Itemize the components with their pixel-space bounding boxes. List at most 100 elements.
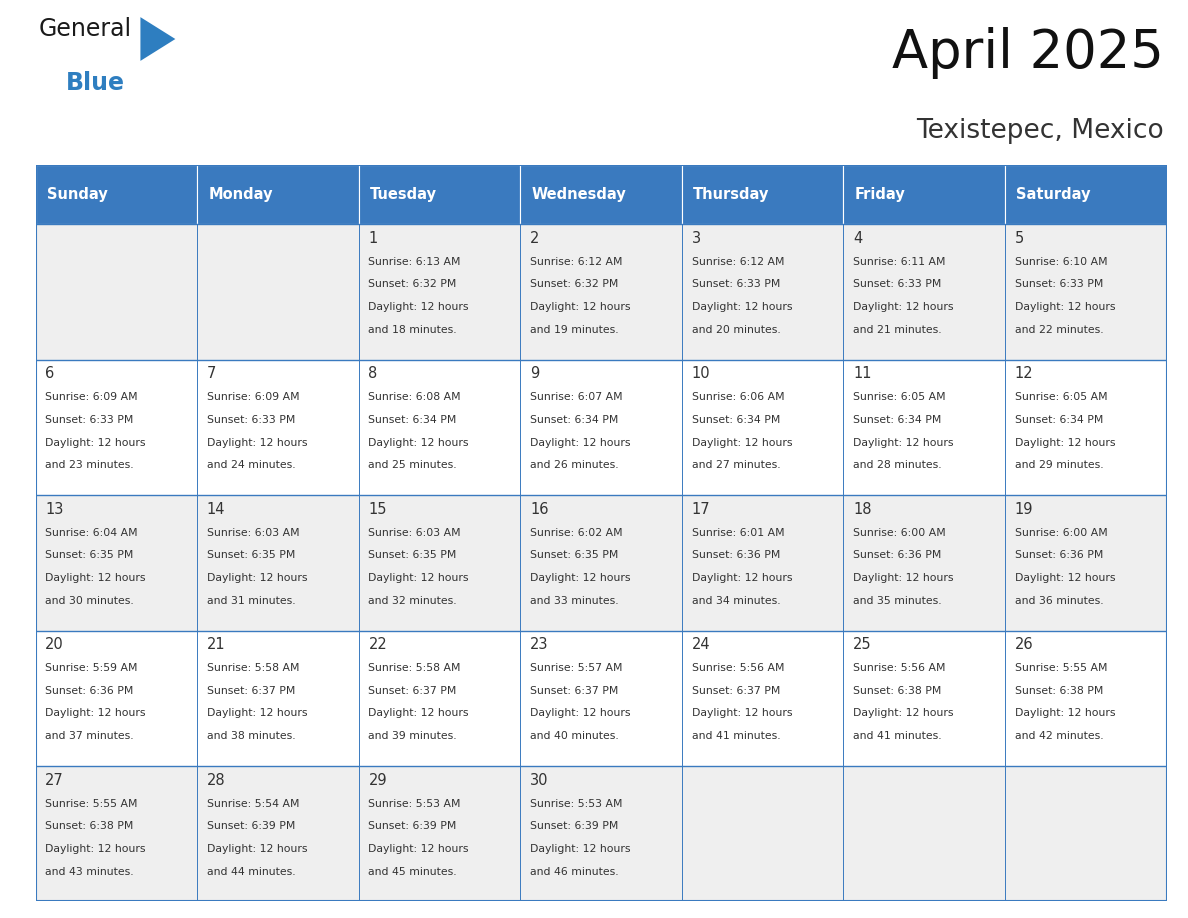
Text: 12: 12 [1015, 366, 1034, 381]
Text: Friday: Friday [855, 187, 905, 202]
Bar [682, 224, 843, 360]
Bar [843, 360, 1005, 495]
Bar [520, 766, 682, 901]
Text: General: General [39, 17, 132, 40]
Text: Sunset: 6:33 PM: Sunset: 6:33 PM [691, 279, 781, 289]
Text: Wednesday: Wednesday [532, 187, 626, 202]
Text: Sunset: 6:36 PM: Sunset: 6:36 PM [45, 686, 134, 696]
Text: Daylight: 12 hours: Daylight: 12 hours [691, 302, 792, 312]
Bar [36, 165, 197, 224]
Text: and 31 minutes.: and 31 minutes. [207, 596, 296, 606]
Text: and 21 minutes.: and 21 minutes. [853, 325, 942, 335]
Text: Sunset: 6:33 PM: Sunset: 6:33 PM [1015, 279, 1104, 289]
Text: Thursday: Thursday [694, 187, 770, 202]
Text: Sunrise: 6:10 AM: Sunrise: 6:10 AM [1015, 257, 1107, 266]
Text: 1: 1 [368, 231, 378, 246]
Text: Saturday: Saturday [1017, 187, 1091, 202]
Text: Sunset: 6:39 PM: Sunset: 6:39 PM [368, 822, 457, 831]
Bar [1005, 631, 1167, 766]
Text: Daylight: 12 hours: Daylight: 12 hours [1015, 438, 1116, 447]
Text: Sunrise: 6:05 AM: Sunrise: 6:05 AM [1015, 392, 1107, 402]
Text: Sunrise: 6:04 AM: Sunrise: 6:04 AM [45, 528, 138, 538]
Text: Sunrise: 6:13 AM: Sunrise: 6:13 AM [368, 257, 461, 266]
Text: Sunset: 6:35 PM: Sunset: 6:35 PM [530, 550, 619, 560]
Bar [843, 495, 1005, 631]
Text: and 44 minutes.: and 44 minutes. [207, 867, 296, 877]
Bar [520, 495, 682, 631]
Bar [359, 165, 520, 224]
Bar [682, 631, 843, 766]
Bar [197, 360, 359, 495]
Text: Daylight: 12 hours: Daylight: 12 hours [207, 573, 308, 583]
Text: and 33 minutes.: and 33 minutes. [530, 596, 619, 606]
Polygon shape [140, 17, 176, 61]
Text: Sunset: 6:35 PM: Sunset: 6:35 PM [368, 550, 457, 560]
Text: and 43 minutes.: and 43 minutes. [45, 867, 134, 877]
Text: 4: 4 [853, 231, 862, 246]
Text: Daylight: 12 hours: Daylight: 12 hours [45, 844, 146, 854]
Text: Sunrise: 6:05 AM: Sunrise: 6:05 AM [853, 392, 946, 402]
Bar [36, 766, 197, 901]
Text: Daylight: 12 hours: Daylight: 12 hours [853, 438, 954, 447]
Text: 30: 30 [530, 773, 549, 788]
Text: Sunrise: 5:53 AM: Sunrise: 5:53 AM [530, 799, 623, 809]
Text: Sunrise: 5:54 AM: Sunrise: 5:54 AM [207, 799, 299, 809]
Text: Daylight: 12 hours: Daylight: 12 hours [45, 573, 146, 583]
Text: and 29 minutes.: and 29 minutes. [1015, 460, 1104, 470]
Text: Sunrise: 6:09 AM: Sunrise: 6:09 AM [45, 392, 138, 402]
Text: April 2025: April 2025 [892, 27, 1164, 79]
Text: and 22 minutes.: and 22 minutes. [1015, 325, 1104, 335]
Text: Sunset: 6:39 PM: Sunset: 6:39 PM [530, 822, 619, 831]
Text: 6: 6 [45, 366, 55, 381]
Text: 18: 18 [853, 502, 872, 517]
Text: Sunrise: 5:56 AM: Sunrise: 5:56 AM [853, 663, 946, 673]
Text: Daylight: 12 hours: Daylight: 12 hours [530, 573, 631, 583]
Text: 29: 29 [368, 773, 387, 788]
Text: 25: 25 [853, 637, 872, 653]
Bar [36, 495, 197, 631]
Text: Sunrise: 6:03 AM: Sunrise: 6:03 AM [207, 528, 299, 538]
Bar [1005, 766, 1167, 901]
Text: and 36 minutes.: and 36 minutes. [1015, 596, 1104, 606]
Bar [682, 495, 843, 631]
Text: Monday: Monday [209, 187, 273, 202]
Text: 21: 21 [207, 637, 226, 653]
Text: 19: 19 [1015, 502, 1034, 517]
Text: and 42 minutes.: and 42 minutes. [1015, 731, 1104, 741]
Text: Daylight: 12 hours: Daylight: 12 hours [45, 709, 146, 719]
Text: and 38 minutes.: and 38 minutes. [207, 731, 296, 741]
Text: Sunset: 6:39 PM: Sunset: 6:39 PM [207, 822, 296, 831]
Text: Sunset: 6:33 PM: Sunset: 6:33 PM [853, 279, 942, 289]
Bar [520, 165, 682, 224]
Text: Sunrise: 6:09 AM: Sunrise: 6:09 AM [207, 392, 299, 402]
Bar [520, 631, 682, 766]
Text: Sunrise: 5:59 AM: Sunrise: 5:59 AM [45, 663, 138, 673]
Bar [1005, 165, 1167, 224]
Text: Sunset: 6:34 PM: Sunset: 6:34 PM [1015, 415, 1104, 425]
Text: Sunrise: 6:00 AM: Sunrise: 6:00 AM [853, 528, 946, 538]
Text: Sunrise: 5:57 AM: Sunrise: 5:57 AM [530, 663, 623, 673]
Text: 14: 14 [207, 502, 226, 517]
Text: and 24 minutes.: and 24 minutes. [207, 460, 296, 470]
Text: Sunset: 6:38 PM: Sunset: 6:38 PM [45, 822, 134, 831]
Text: Sunrise: 6:01 AM: Sunrise: 6:01 AM [691, 528, 784, 538]
Text: 9: 9 [530, 366, 539, 381]
Bar [843, 224, 1005, 360]
Bar [36, 224, 197, 360]
Text: Daylight: 12 hours: Daylight: 12 hours [691, 438, 792, 447]
Text: Daylight: 12 hours: Daylight: 12 hours [530, 302, 631, 312]
Bar [843, 165, 1005, 224]
Text: Daylight: 12 hours: Daylight: 12 hours [1015, 302, 1116, 312]
Text: Sunset: 6:33 PM: Sunset: 6:33 PM [45, 415, 134, 425]
Text: Daylight: 12 hours: Daylight: 12 hours [368, 573, 469, 583]
Text: Texistepec, Mexico: Texistepec, Mexico [917, 118, 1164, 144]
Text: Sunset: 6:33 PM: Sunset: 6:33 PM [207, 415, 296, 425]
Text: 5: 5 [1015, 231, 1024, 246]
Text: and 34 minutes.: and 34 minutes. [691, 596, 781, 606]
Text: Sunset: 6:32 PM: Sunset: 6:32 PM [368, 279, 457, 289]
Text: and 23 minutes.: and 23 minutes. [45, 460, 134, 470]
Text: and 35 minutes.: and 35 minutes. [853, 596, 942, 606]
Text: and 28 minutes.: and 28 minutes. [853, 460, 942, 470]
Text: Daylight: 12 hours: Daylight: 12 hours [853, 302, 954, 312]
Text: and 37 minutes.: and 37 minutes. [45, 731, 134, 741]
